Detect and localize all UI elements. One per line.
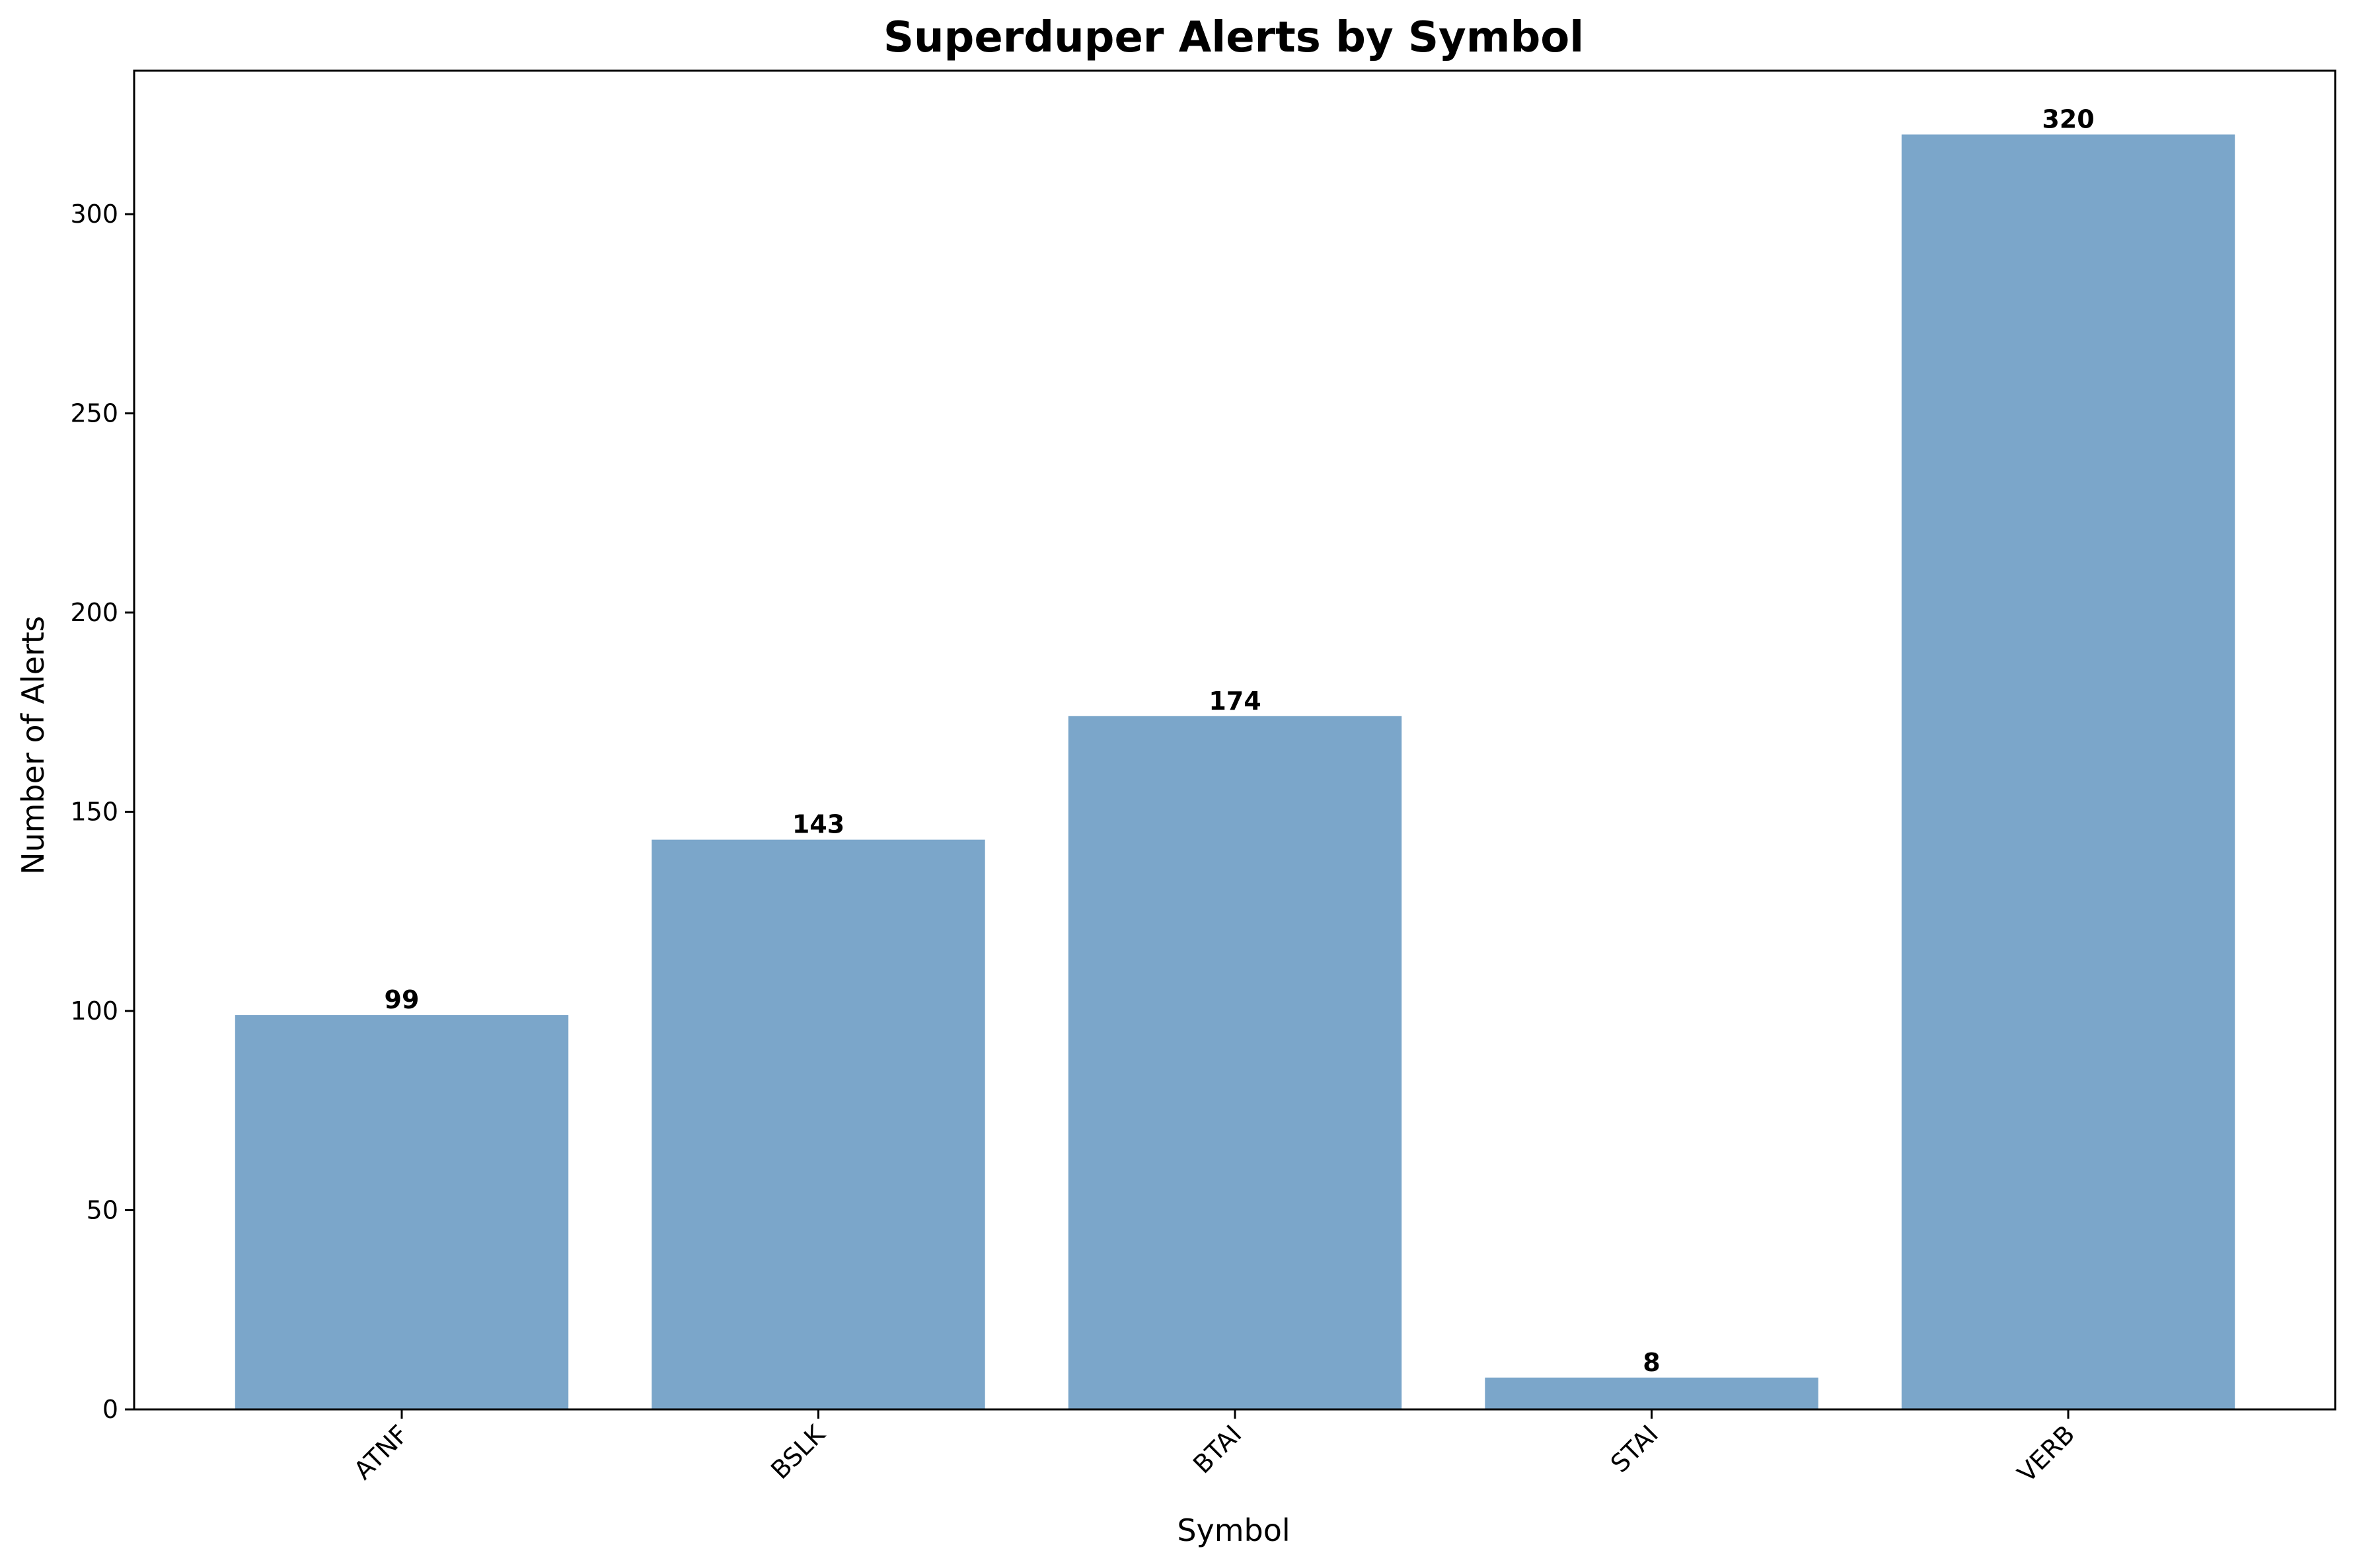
bar-bslk: [652, 839, 985, 1409]
bars-layer: [235, 134, 2235, 1409]
bar-atnf: [235, 1015, 569, 1409]
plot-frame: [133, 69, 2336, 1411]
bar-stai: [1485, 1377, 1818, 1409]
y-tick-label: 250: [70, 399, 118, 428]
y-tick-label: 100: [70, 996, 118, 1026]
y-axis-ticks: 0 50 100 150 200 250 300: [70, 200, 134, 1424]
x-axis-label: Symbol: [1177, 1512, 1290, 1548]
data-label-bslk: 143: [792, 810, 844, 839]
y-axis-label: Number of Alerts: [15, 616, 51, 875]
bar-btai: [1068, 716, 1402, 1409]
y-tick-label: 300: [70, 200, 118, 229]
chart-title: Superduper Alerts by Symbol: [883, 13, 1584, 62]
y-tick-label: 0: [102, 1395, 118, 1424]
data-label-verb: 320: [2042, 105, 2094, 134]
data-labels-layer: 99 143 174 8 320: [385, 105, 2095, 1377]
y-tick-label: 200: [70, 598, 118, 627]
data-label-btai: 174: [1209, 687, 1261, 716]
y-tick-label: 50: [87, 1196, 118, 1225]
data-label-stai: 8: [1643, 1348, 1660, 1377]
bar-verb: [1901, 134, 2235, 1409]
y-tick-label: 150: [70, 798, 118, 827]
data-label-atnf: 99: [385, 985, 420, 1014]
